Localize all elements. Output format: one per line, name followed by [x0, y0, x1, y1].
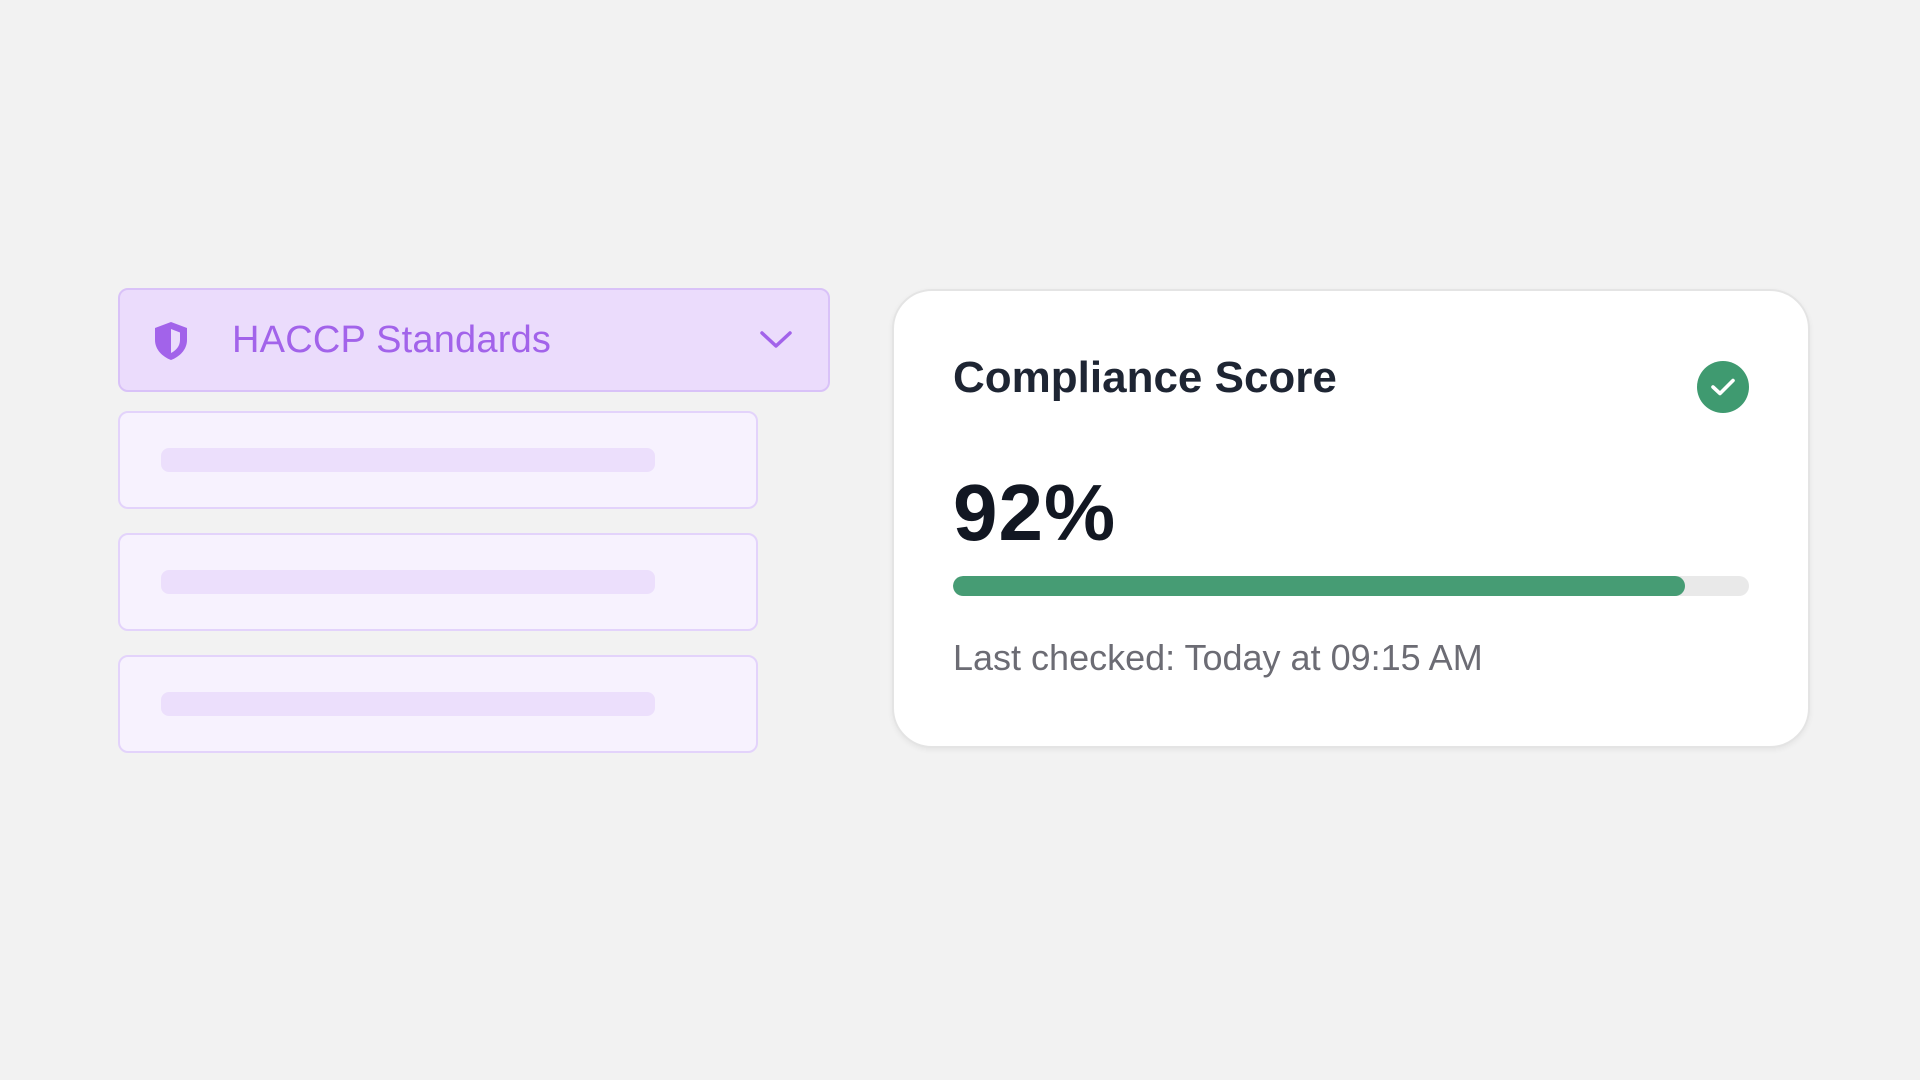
dropdown-label: HACCP Standards: [232, 319, 552, 361]
chevron-down-icon: [758, 326, 794, 354]
skeleton-text-bar: [161, 448, 655, 472]
skeleton-list-item: [118, 655, 758, 753]
score-value: 92%: [953, 468, 1117, 557]
skeleton-list-item: [118, 533, 758, 631]
standards-dropdown[interactable]: HACCP Standards: [118, 288, 830, 392]
skeleton-list-item: [118, 411, 758, 509]
skeleton-text-bar: [161, 692, 655, 716]
shield-icon: [151, 320, 191, 362]
score-progress-fill: [953, 576, 1686, 596]
skeleton-text-bar: [161, 570, 655, 594]
card-title: Compliance Score: [953, 353, 1337, 402]
score-progress-bar: [953, 576, 1749, 596]
compliance-score-card: Compliance Score 92% Last checked: Today…: [892, 289, 1810, 748]
check-circle-icon: [1697, 361, 1749, 413]
last-checked-text: Last checked: Today at 09:15 AM: [953, 637, 1483, 678]
